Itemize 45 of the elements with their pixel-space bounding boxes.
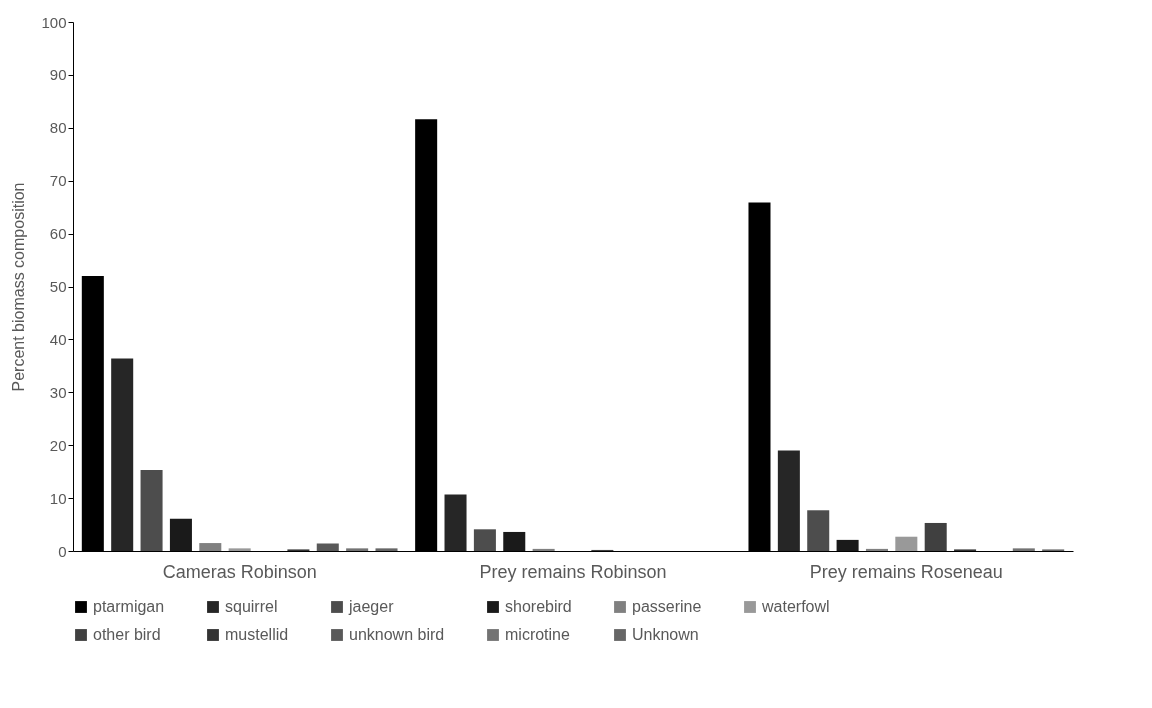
bar (503, 531, 526, 551)
y-axis-title: Percent biomass composition (10, 182, 28, 392)
y-tick-label: 100 (41, 13, 67, 31)
legend-label: unknown bird (349, 626, 445, 643)
bar (228, 548, 251, 551)
legend-label: passerine (632, 598, 702, 615)
legend-label: other bird (93, 626, 161, 643)
legend-label: waterfowl (761, 598, 830, 615)
bar (375, 548, 398, 551)
bar (807, 510, 830, 551)
bar (346, 548, 369, 551)
bar (1012, 548, 1035, 551)
legend-label: squirrel (225, 598, 278, 615)
x-tick-label: Prey remains Robinson (479, 561, 667, 582)
y-tick-label: 60 (49, 225, 67, 243)
bar (532, 548, 555, 551)
y-tick-label: 70 (49, 172, 67, 190)
legend-label: Unknown (632, 626, 699, 643)
bar (895, 536, 918, 551)
bar (199, 543, 222, 551)
bar (865, 548, 888, 551)
y-tick-label: 30 (49, 383, 67, 401)
bar (140, 470, 163, 551)
legend-label: microtine (505, 626, 571, 643)
bar (111, 358, 134, 551)
legend-label: shorebird (505, 598, 572, 615)
y-tick-label: 40 (49, 330, 67, 348)
legend-label: jaeger (348, 598, 395, 615)
bar (924, 522, 947, 551)
y-tick-label: 80 (49, 119, 67, 137)
y-tick-label: 20 (49, 436, 67, 454)
legend-label: ptarmigan (93, 598, 165, 615)
bar (473, 529, 496, 551)
bar (169, 518, 192, 551)
legend-label: mustellid (225, 626, 289, 643)
bar (316, 543, 339, 551)
x-tick-label: Prey remains Roseneau (809, 561, 1003, 582)
y-tick-label: 50 (49, 278, 67, 295)
bar (444, 494, 467, 551)
y-tick-label: 0 (58, 542, 67, 560)
x-tick-label: Cameras Robinson (162, 561, 317, 582)
y-tick-label: 90 (49, 66, 67, 84)
y-tick-label: 10 (49, 489, 67, 507)
bar (836, 539, 859, 551)
bar (777, 450, 800, 551)
